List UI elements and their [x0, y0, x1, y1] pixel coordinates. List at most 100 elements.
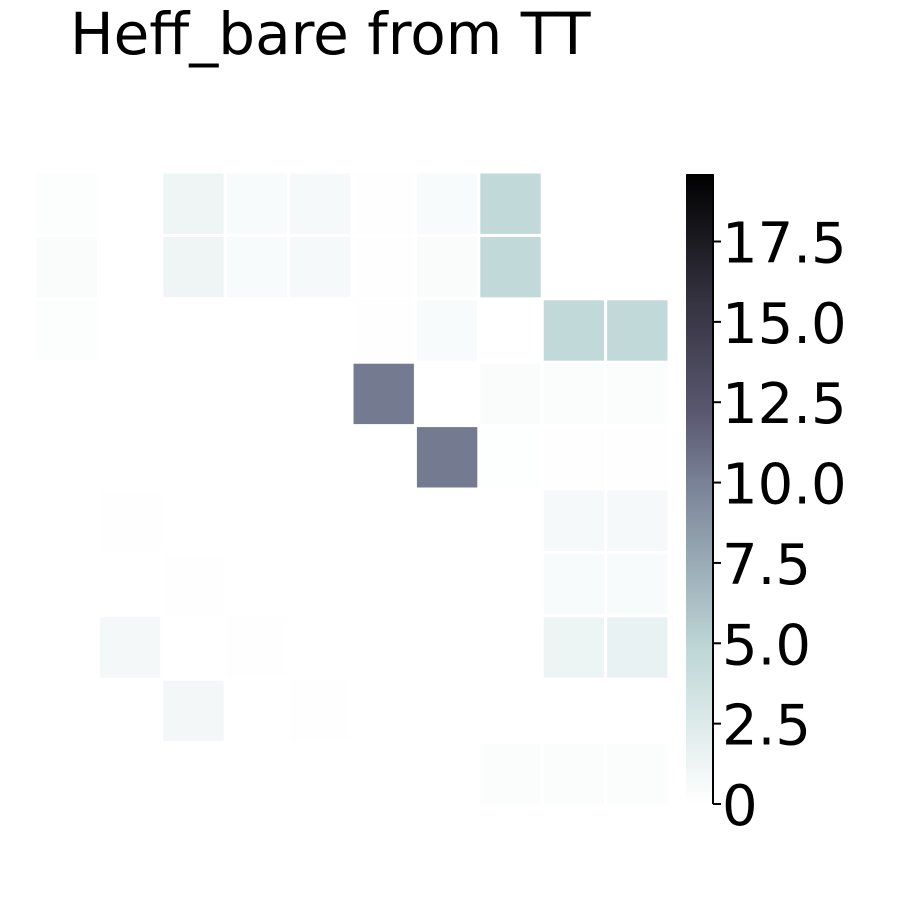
heatmap-cell: [99, 490, 161, 551]
heatmap-cell: [36, 427, 97, 488]
heatmap-cell: [226, 363, 288, 425]
chart-title: Heff_bare from TT: [70, 0, 591, 68]
heatmap-cell: [226, 744, 288, 805]
heatmap-cell: [226, 427, 288, 488]
heatmap-cell: [36, 490, 97, 551]
heatmap-cell: [607, 617, 668, 678]
heatmap-cell: [607, 680, 668, 742]
heatmap-cell: [163, 300, 224, 361]
heatmap-cell: [290, 553, 351, 615]
heatmap-cell: [36, 236, 97, 298]
heatmap-cell: [290, 363, 351, 425]
heatmap-cell: [99, 363, 161, 425]
colorbar-tick-label: 2.5: [722, 694, 811, 759]
heatmap-cell: [99, 427, 161, 488]
heatmap-cell: [163, 363, 224, 425]
heatmap-cell: [36, 617, 97, 678]
heatmap-cell: [290, 744, 351, 805]
heatmap-cell: [416, 363, 478, 425]
heatmap-cell: [416, 553, 478, 615]
heatmap-cell: [290, 427, 351, 488]
heatmap-cell: [353, 173, 414, 234]
colorbar-tick-label: 0: [722, 774, 758, 839]
heatmap-cell: [416, 680, 478, 742]
heatmap-cell: [353, 617, 414, 678]
heatmap-cell: [607, 553, 668, 615]
heatmap-cell: [543, 617, 605, 678]
heatmap-cell: [36, 363, 97, 425]
heatmap-cell: [226, 173, 288, 234]
heatmap-cell: [353, 680, 414, 742]
heatmap-cell: [543, 553, 605, 615]
heatmap-cell: [99, 173, 161, 234]
heatmap-cell: [353, 744, 414, 805]
heatmap-cell: [543, 427, 605, 488]
heatmap-cell: [353, 490, 414, 551]
heatmap-cell: [290, 680, 351, 742]
heatmap-cell: [290, 173, 351, 234]
heatmap-cell: [99, 236, 161, 298]
colorbar-tick-label: 10.0: [722, 453, 847, 518]
heatmap-cell: [416, 300, 478, 361]
heatmap-cell: [163, 744, 224, 805]
heatmap-cell: [416, 744, 478, 805]
heatmap-cell: [416, 617, 478, 678]
heatmap-cell: [607, 173, 668, 234]
heatmap-cell: [226, 300, 288, 361]
heatmap-cell: [163, 236, 224, 298]
heatmap-cell: [163, 490, 224, 551]
heatmap-cell: [36, 744, 97, 805]
heatmap-cell: [480, 427, 541, 488]
heatmap-cell: [543, 300, 605, 361]
heatmap-cell: [480, 173, 541, 234]
heatmap-cell: [353, 363, 414, 425]
heatmap-cell: [226, 490, 288, 551]
heatmap-cell: [607, 363, 668, 425]
colorbar-ticks: 0 2.5 5.0 7.5 10.0 12.5 15.0 17.5: [713, 212, 847, 839]
heatmap-cell: [226, 553, 288, 615]
heatmap-cells: [36, 173, 668, 805]
heatmap-cell: [416, 173, 478, 234]
heatmap-cell: [99, 617, 161, 678]
colorbar-tick-label: 15.0: [722, 292, 847, 357]
heatmap-cell: [290, 300, 351, 361]
heatmap-cell: [416, 236, 478, 298]
heatmap-cell: [36, 300, 97, 361]
heatmap-cell: [607, 236, 668, 298]
heatmap-cell: [163, 173, 224, 234]
heatmap-cell: [36, 173, 97, 234]
heatmap-cell: [607, 427, 668, 488]
heatmap-cell: [353, 427, 414, 488]
heatmap-cell: [480, 680, 541, 742]
heatmap-cell: [480, 236, 541, 298]
heatmap-cell: [353, 236, 414, 298]
heatmap-cell: [607, 490, 668, 551]
colorbar-tick-label: 17.5: [722, 212, 847, 277]
heatmap-cell: [543, 236, 605, 298]
heatmap-cell: [36, 553, 97, 615]
heatmap-cell: [353, 300, 414, 361]
heatmap-cell: [290, 617, 351, 678]
heatmap-cell: [480, 744, 541, 805]
heatmap-cell: [416, 427, 478, 488]
heatmap-cell: [607, 744, 668, 805]
heatmap-cell: [543, 173, 605, 234]
heatmap-cell: [99, 744, 161, 805]
heatmap-cell: [226, 236, 288, 298]
heatmap-cell: [99, 553, 161, 615]
heatmap-cell: [36, 680, 97, 742]
heatmap-cell: [543, 680, 605, 742]
heatmap-cell: [163, 680, 224, 742]
heatmap-cell: [543, 744, 605, 805]
colorbar-tick-label: 12.5: [722, 372, 847, 437]
heatmap-cell: [543, 490, 605, 551]
colorbar: 0 2.5 5.0 7.5 10.0 12.5 15.0 17.5: [686, 174, 847, 839]
heatmap-cell: [480, 490, 541, 551]
heatmap-cell: [226, 617, 288, 678]
heatmap-cell: [607, 300, 668, 361]
colorbar-gradient: [686, 174, 712, 804]
heatmap-cell: [480, 553, 541, 615]
heatmap-cell: [353, 553, 414, 615]
heatmap-cell: [163, 617, 224, 678]
